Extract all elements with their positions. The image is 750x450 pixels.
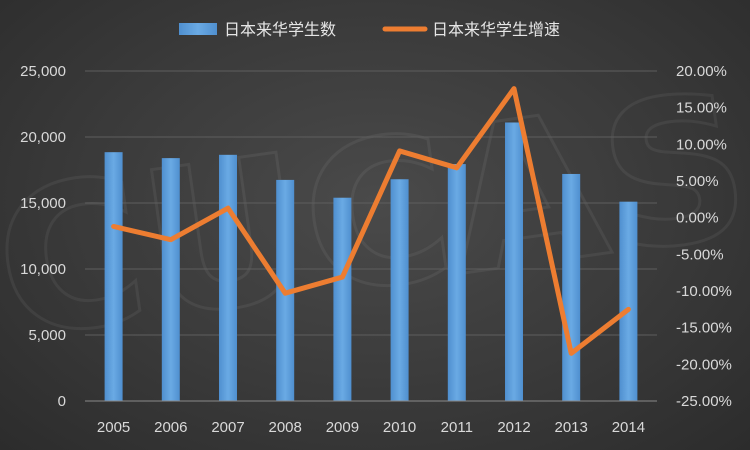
x-tick-label: 2012 [497,419,530,436]
bar-series [104,122,638,401]
bar [161,158,180,401]
x-tick-label: 2014 [612,419,645,436]
y-left-tick-label: 20,000 [20,129,66,146]
gridlines [85,70,657,336]
x-tick-label: 2005 [97,419,130,436]
bar [390,179,409,401]
bar [219,154,237,401]
x-tick-label: 2006 [154,419,187,436]
x-tick-label: 2010 [383,419,416,436]
y-left-tick-label: 25,000 [20,63,66,80]
y-left-tick-label: 5,000 [28,327,66,344]
line-series [111,86,631,356]
x-tick-label: 2011 [441,419,473,436]
y-right-tick-label: -15.00% [676,320,732,337]
x-tick-label: 2009 [326,419,359,436]
bar [619,201,638,401]
y-right-tick-label: -5.00% [676,246,724,263]
y-right-tick-label: -20.00% [676,356,732,373]
x-tick-label: 2013 [555,419,588,436]
bar [505,122,523,401]
x-tick-label: 2007 [211,419,244,436]
legend-item-line: 日本来华学生增速 [382,20,560,39]
legend-item-bars: 日本来华学生数 [179,20,336,39]
y-right-tick-label: 10.00% [676,136,727,153]
y-right-tick-label: 0.00% [676,210,719,227]
y-right-tick-label: 20.00% [676,63,727,80]
growth-line [111,86,631,356]
legend: 日本来华学生数 日本来华学生增速 [179,20,560,39]
axes: 0 5,000 10,000 15,000 20,000 25,000 -25.00% -20… [20,63,732,436]
legend-swatch-bar [179,23,217,35]
x-tick-label: 2008 [269,419,302,436]
bar [562,173,581,401]
bar [447,164,466,401]
bar [333,197,352,401]
bar [104,152,123,401]
y-left-tick-label: 0 [58,393,66,410]
y-left-tick-label: 15,000 [20,195,66,212]
y-left-tick-label: 10,000 [20,261,66,278]
legend-label: 日本来华学生数 [224,20,336,39]
y-right-tick-label: 15.00% [676,100,727,117]
y-right-tick-label: -10.00% [676,283,732,300]
legend-label: 日本来华学生增速 [432,20,560,39]
y-right-tick-label: -25.00% [676,393,732,410]
y-right-tick-label: 5.00% [676,173,719,190]
